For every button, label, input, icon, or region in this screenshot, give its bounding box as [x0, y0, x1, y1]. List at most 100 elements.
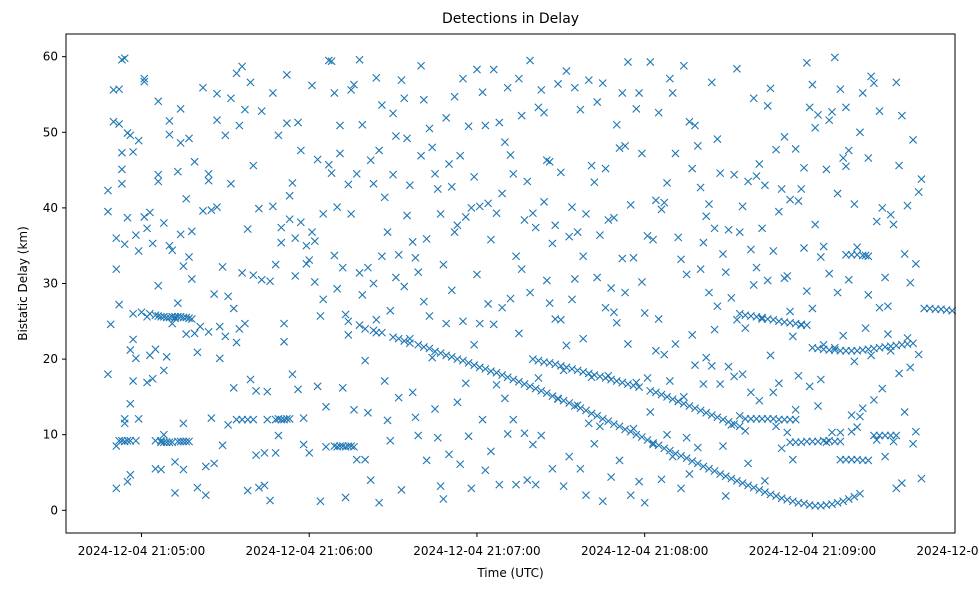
data-point [777, 185, 786, 193]
data-point [534, 374, 543, 382]
data-point [911, 259, 920, 268]
data-point [581, 406, 590, 415]
data-point [389, 109, 398, 118]
data-point [651, 388, 660, 397]
data-point [249, 271, 258, 280]
data-point [889, 437, 898, 446]
data-point [677, 451, 686, 460]
data-point [570, 83, 579, 92]
data-point [537, 386, 546, 395]
data-point [268, 202, 277, 211]
data-point [464, 358, 473, 367]
data-point [187, 227, 196, 236]
data-point [389, 170, 398, 179]
data-point [322, 442, 330, 451]
data-point [134, 247, 143, 255]
data-point [433, 185, 442, 193]
data-point [816, 375, 825, 384]
data-point [601, 164, 610, 173]
data-point [204, 169, 213, 178]
data-point [688, 164, 697, 173]
data-point [129, 335, 138, 344]
data-point [274, 431, 283, 440]
data-point [766, 351, 775, 360]
data-point [187, 315, 196, 324]
data-point [909, 439, 918, 448]
data-point [484, 199, 493, 208]
data-point [758, 315, 767, 324]
data-point [509, 375, 518, 384]
data-point [512, 252, 521, 261]
data-point [542, 276, 551, 285]
data-point [372, 328, 381, 337]
data-point [411, 253, 420, 262]
data-point [126, 436, 135, 445]
data-point [632, 430, 641, 439]
data-point [805, 103, 814, 112]
data-point [299, 440, 308, 449]
data-point [760, 181, 769, 190]
data-point [587, 161, 596, 170]
data-point [920, 304, 929, 313]
data-point [741, 426, 750, 435]
data-point [159, 430, 168, 439]
data-point [456, 151, 465, 160]
data-point [212, 203, 221, 212]
data-point [411, 413, 420, 422]
data-point [579, 252, 588, 261]
y-axis: 0 10 20 30 40 50 60 [43, 50, 66, 517]
data-point [159, 219, 168, 228]
data-point [696, 406, 705, 415]
data-point [556, 168, 565, 177]
data-point [735, 422, 744, 431]
data-point [554, 79, 563, 88]
data-point [215, 322, 224, 331]
data-point [738, 370, 747, 379]
data-point [414, 340, 423, 349]
data-point [869, 431, 878, 440]
data-point [338, 442, 347, 451]
data-point [377, 101, 386, 110]
data-point [500, 138, 509, 147]
data-point [643, 231, 652, 240]
data-point [526, 382, 535, 391]
data-point [254, 204, 263, 213]
data-point [380, 193, 389, 202]
data-point [377, 328, 386, 337]
data-point [746, 245, 755, 254]
data-point [651, 196, 660, 205]
data-point [162, 352, 171, 361]
data-point [724, 225, 733, 234]
data-point [254, 483, 263, 492]
data-point [593, 98, 602, 107]
data-point [677, 484, 686, 493]
data-point [185, 134, 193, 143]
data-point [288, 370, 297, 379]
data-point [308, 228, 317, 237]
data-point [123, 213, 132, 222]
data-point [310, 277, 319, 286]
data-point [604, 216, 613, 224]
data-point [713, 135, 722, 144]
data-point [531, 384, 540, 393]
data-point [352, 169, 361, 178]
data-point [470, 361, 479, 370]
data-point [811, 501, 820, 510]
data-point [235, 121, 244, 130]
data-point [243, 225, 252, 234]
data-point [811, 123, 820, 132]
data-point [403, 211, 412, 220]
data-point [716, 380, 725, 389]
data-point [623, 339, 632, 348]
data-point [380, 377, 389, 386]
data-point [663, 392, 672, 401]
data-point [841, 455, 850, 464]
data-point [668, 395, 677, 404]
data-point [171, 488, 180, 497]
data-point [277, 223, 286, 232]
data-point [548, 464, 557, 473]
data-point [408, 388, 417, 397]
data-point [774, 415, 783, 424]
data-point [517, 265, 526, 274]
